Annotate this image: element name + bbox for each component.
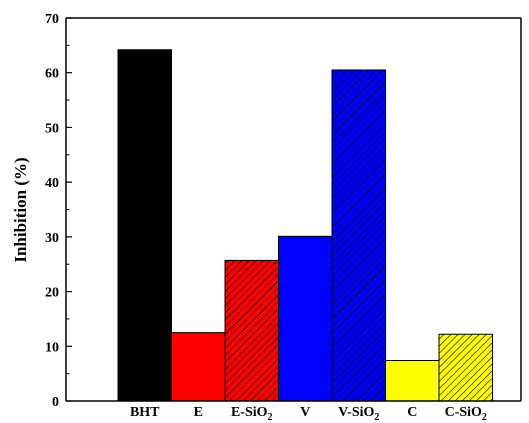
x-tick-label: C [407, 405, 417, 420]
y-tick-label: 30 [45, 231, 59, 246]
axes-layer [65, 17, 522, 402]
y-tick-label: 10 [45, 340, 59, 355]
x-tick-label: V-SiO2 [338, 405, 379, 423]
x-tick-label-subscript: 2 [374, 412, 379, 423]
y-tick-label: 0 [52, 395, 59, 410]
y-tick-label: 20 [45, 286, 59, 301]
x-tick-label-base: V-SiO [338, 405, 374, 420]
bar-c-sio2 [438, 333, 493, 402]
x-tick-label: E-SiO2 [231, 405, 273, 423]
y-tick-label: 40 [45, 176, 59, 191]
bars-layer [117, 49, 493, 402]
x-tick-label: C-SiO2 [445, 405, 487, 423]
bar-v [278, 235, 333, 402]
x-tick-label-base: BHT [130, 405, 160, 420]
y-axis-title: Inhibition (%) [11, 157, 30, 262]
x-tick-label-base: C-SiO [445, 405, 482, 420]
y-tick-label: 60 [45, 67, 59, 82]
bar-v-sio2 [331, 69, 386, 402]
x-tick-label-base: C [407, 405, 417, 420]
x-tick-label-subscript: 2 [482, 412, 487, 423]
x-tick-label-base: E-SiO [231, 405, 268, 420]
x-tick-label: BHT [130, 405, 160, 420]
x-tick-label-base: E [194, 405, 203, 420]
x-tick-label: E [194, 405, 203, 420]
y-tick-label: 70 [45, 12, 59, 27]
bar-c [385, 360, 440, 402]
bar-e-sio2 [224, 259, 279, 402]
x-tick-label-base: V [300, 405, 310, 420]
x-tick-label-subscript: 2 [268, 412, 273, 423]
bar-e [171, 332, 226, 402]
bar-bht [117, 49, 172, 402]
y-tick-label: 50 [45, 121, 59, 136]
x-tick-label: V [300, 405, 310, 420]
